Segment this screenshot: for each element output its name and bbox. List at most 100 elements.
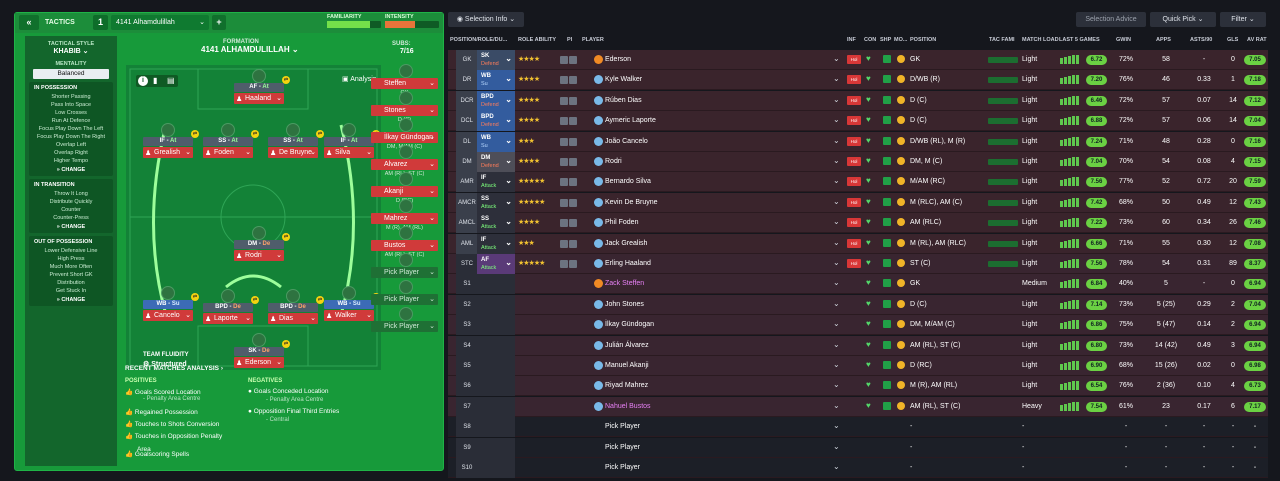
instruction-icon[interactable] [569,239,577,248]
instruction-icon[interactable] [569,178,577,187]
lock-icon[interactable] [560,260,568,268]
instruction-badge-icon[interactable]: ⇄ [282,233,290,241]
table-row[interactable]: AMR IF Attack ⌄ ★★★★★ Bernardo Silva ⌄ Hol ♥ 7.56… [448,172,1268,193]
player-name[interactable]: Riyad Mahrez [605,382,649,390]
sub-player-name[interactable]: Bustos ⌄ [371,240,438,251]
instruction-icon[interactable] [569,117,577,126]
role-cell[interactable]: SS Attack ⌄ [477,213,515,234]
player-name[interactable]: Rúben Dias [605,96,642,104]
instruction-badge-icon[interactable]: ⇄ [282,340,290,348]
chevron-down-icon[interactable]: ⌄ [833,217,840,227]
instruction-badge-icon[interactable]: ⇄ [316,130,324,138]
role-cell[interactable]: SK Defend ⌄ [477,50,515,70]
chevron-down-icon[interactable]: ⌄ [833,319,840,329]
formation-name[interactable]: 4141 ALHAMDULILLAH ⌄ [201,45,299,54]
table-row[interactable]: DR WB Su ⌄ ★★★★ Kyle Walker ⌄ Hol ♥ 7.20 D/WB (R) L… [448,70,1268,91]
player-role-badge[interactable]: WB - Su [324,300,374,309]
player-name[interactable]: Julián Álvarez [605,341,649,349]
out-possession-change-button[interactable]: » CHANGE [56,297,86,303]
chevron-down-icon[interactable]: ⌄ [833,298,840,308]
player-role-badge[interactable]: SK - De [234,347,284,356]
chevron-down-icon[interactable]: ⌄ [833,176,840,186]
chevron-down-icon[interactable]: ⌄ [833,360,840,369]
chevron-down-icon[interactable]: ⌄ [833,380,840,390]
role-cell[interactable]: WB Su ⌄ [477,131,515,152]
player-role-badge[interactable]: IF - At [143,137,193,146]
col-position-role[interactable]: POSITION/ROLE/DU... [450,37,508,43]
player-role-badge[interactable]: BPD - De [268,303,318,312]
chevron-down-icon[interactable]: ⌄ [833,74,840,84]
chevron-down-icon[interactable]: ⌄ [833,400,840,410]
player-name[interactable]: Manuel Akanji [605,362,649,369]
pitch-player-name[interactable]: ♟ Silva ⌄ [324,147,374,158]
player-role-badge[interactable]: WB - Su [143,300,193,309]
instruction-icon[interactable] [569,158,577,166]
table-row[interactable]: S1 Zack Steffen ⌄ ♥ 6.84 GK Medium 40% 5 - 0 6.94 [448,274,1268,295]
role-cell[interactable]: WB Su ⌄ [477,70,515,91]
info-icon[interactable]: i [138,76,148,86]
instruction-icon[interactable] [569,260,577,268]
player-name[interactable]: Zack Steffen [605,280,645,288]
player-name[interactable]: Erling Haaland [605,260,651,267]
role-cell[interactable]: BPD Defend ⌄ [477,111,515,132]
col-role-ability[interactable]: ROLE ABILITY [518,37,556,43]
pick-player-select[interactable]: Pick Player [605,443,641,451]
role-cell[interactable]: IF Attack ⌄ [477,172,515,193]
lock-icon[interactable] [560,117,568,126]
table-row[interactable]: DL WB Su ⌄ ★★★ João Cancelo ⌄ Hol ♥ 7.24 D/WB (RL)… [448,131,1268,152]
role-cell[interactable]: BPD Defend ⌄ [477,90,515,111]
player-name[interactable]: Bernardo Silva [605,178,651,186]
instruction-badge-icon[interactable]: ⇄ [251,130,259,138]
chevron-down-icon[interactable]: ⌄ [833,135,840,145]
player-name[interactable]: Jack Grealish [605,239,648,247]
table-row[interactable]: S7 Nahuel Bustos ⌄ ♥ 7.54 AM (RL), ST (C) Heav… [448,396,1268,417]
pitch-player-name[interactable]: ♟ Laporte ⌄ [203,313,253,324]
chevron-down-icon[interactable]: ⌄ [833,339,840,349]
player-name[interactable]: Phil Foden [605,219,639,227]
table-row[interactable]: S5 Manuel Akanji ⌄ ♥ 6.90 D (RC) Light 68% 15 (2… [448,356,1268,376]
back-button[interactable]: « [19,15,39,30]
pitch-player-name[interactable]: ♟ De Bruyne ⌄ [268,147,318,158]
lock-icon[interactable] [560,76,568,85]
pick-player-select[interactable]: Pick Player [605,464,641,471]
chevron-down-icon[interactable]: ⌄ [833,258,840,267]
pitch-player-name[interactable]: ♟ Ederson ⌄ [234,357,284,368]
sub-player-name[interactable]: Steffen ⌄ [371,78,438,89]
chevron-down-icon[interactable]: ⌄ [833,278,840,288]
pitch-player-name[interactable]: ♟ Rodri ⌄ [234,250,284,261]
chevron-down-icon[interactable]: ⌄ [833,441,840,451]
analysis-button[interactable]: ▣ Analysis [342,76,377,83]
col-player[interactable]: PLAYER [582,37,604,43]
role-cell[interactable]: AF Attack ⌄ [477,254,515,274]
sub-player-name[interactable]: Pick Player ⌄ [371,267,438,278]
player-role-badge[interactable]: IF - At [324,137,374,146]
col-asts[interactable]: ASTS/90 [1190,37,1213,43]
col-match-load[interactable]: MATCH LOAD [1022,37,1059,43]
lock-icon[interactable] [560,239,568,248]
in-transition-change-button[interactable]: » CHANGE [56,224,86,230]
player-name[interactable]: Nahuel Bustos [605,402,651,410]
table-row[interactable]: S4 Julián Álvarez ⌄ ♥ 6.80 AM (RL), ST (C) Lig… [448,335,1268,356]
add-tactic-button[interactable]: + [212,15,226,30]
selection-advice-button[interactable]: Selection Advice [1076,12,1146,27]
instruction-badge-icon[interactable]: ⇄ [282,76,290,84]
col-inf[interactable]: INF [847,37,856,43]
col-gls[interactable]: GLS [1227,37,1239,43]
role-cell[interactable]: SS Attack ⌄ [477,192,515,213]
player-role-badge[interactable]: AF - At [234,83,284,92]
pick-player-select[interactable]: Pick Player [605,423,641,431]
lock-icon[interactable] [560,178,568,187]
chevron-down-icon[interactable]: ⌄ [833,115,840,125]
tactical-style-value[interactable]: KHABIB ⌄ [53,48,89,55]
table-row[interactable]: AML IF Attack ⌄ ★★★ Jack Grealish ⌄ Hol ♥ 6.66 M (… [448,233,1268,254]
in-possession-change-button[interactable]: » CHANGE [56,167,86,173]
lock-icon[interactable] [560,158,568,166]
instruction-icon[interactable] [569,76,577,85]
role-cell[interactable]: IF Attack ⌄ [477,233,515,254]
quick-pick-button[interactable]: Quick Pick ⌄ [1150,12,1216,27]
chevron-down-icon[interactable]: ⌄ [833,94,840,104]
sub-player-name[interactable]: Alvarez ⌄ [371,159,438,170]
col-con[interactable]: CON [864,37,877,43]
table-row[interactable]: S6 Riyad Mahrez ⌄ ♥ 6.54 M (R), AM (RL) Light 7… [448,376,1268,397]
player-name[interactable]: Aymeric Laporte [605,117,656,125]
